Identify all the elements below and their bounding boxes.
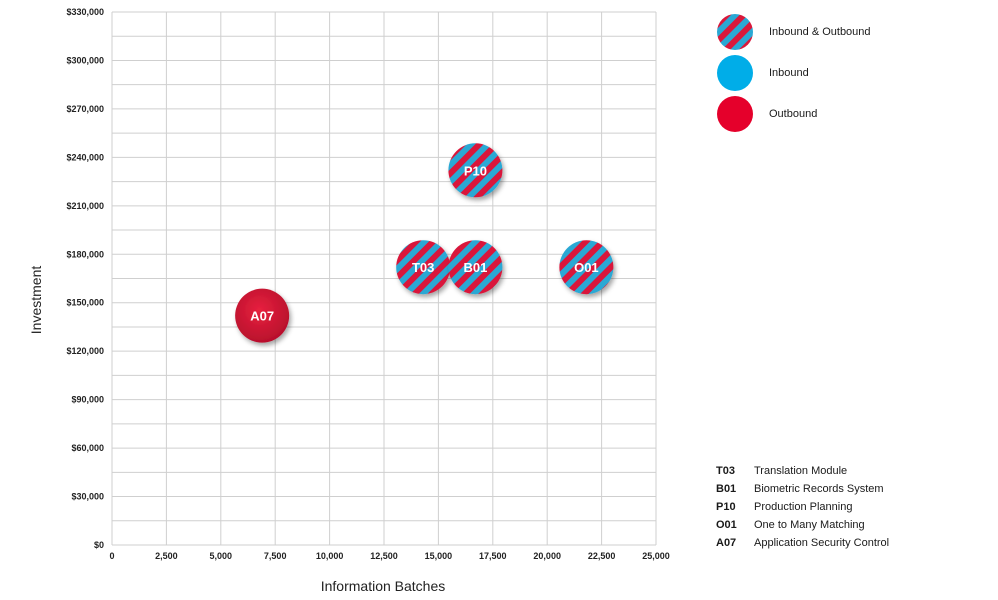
code-row: A07 Application Security Control [716,534,976,552]
bubble-label: O01 [574,260,599,275]
y-tick-label: $330,000 [66,7,104,17]
y-tick-label: $210,000 [66,201,104,211]
bubble-o01 [559,240,614,295]
x-tick-label: 17,500 [479,551,507,561]
blue-swatch-icon [717,54,753,91]
y-tick-label: $30,000 [71,492,104,502]
x-tick-label: 10,000 [316,551,344,561]
code-name: One to Many Matching [754,519,865,531]
bubble-label: T03 [412,260,434,275]
legend-label: Outbound [769,107,818,120]
y-tick-label: $0 [94,540,104,550]
legend: Inbound & Outbound Inbound Outbound [716,12,871,135]
y-tick-label: $180,000 [66,249,104,259]
y-tick-label: $240,000 [66,152,104,162]
code-key: T03 Translation Module B01 Biometric Rec… [716,462,976,552]
code-id: O01 [716,519,737,531]
x-tick-label: 15,000 [425,551,453,561]
striped-swatch-icon [717,13,753,50]
bubbles: P10 T03 B01 O01 A07 [235,143,614,343]
code-row: P10 Production Planning [716,498,976,516]
bubble-p10 [448,143,503,198]
bubble-label: B01 [463,260,487,275]
code-id: B01 [716,483,737,495]
code-row: O01 One to Many Matching [716,516,976,534]
code-id: A07 [716,537,737,549]
code-name: Application Security Control [754,537,890,549]
bubble-b01 [448,240,503,295]
code-row: B01 Biometric Records System [716,480,976,498]
red-swatch-icon [717,95,753,132]
bubble-t03 [396,240,451,295]
legend-label: Inbound & Outbound [769,25,871,38]
bubble-a07 [235,288,290,343]
y-tick-label: $60,000 [71,443,104,453]
bubble-label: P10 [464,163,487,178]
x-tick-label: 25,000 [642,551,670,561]
x-tick-label: 20,000 [533,551,561,561]
x-tick-label: 12,500 [370,551,398,561]
y-tick-label: $150,000 [66,298,104,308]
code-name: Production Planning [754,501,853,513]
legend-item-inbound: Inbound [716,53,871,92]
legend-label: Inbound [769,66,809,79]
axis-ticks: 0 2,500 5,000 7,500 10,000 12,500 15,000 17,500… [66,7,669,561]
code-name: Translation Module [754,465,848,477]
legend-item-inbound-outbound: Inbound & Outbound [716,12,871,51]
x-tick-label: 0 [109,551,114,561]
x-tick-label: 5,000 [210,551,233,561]
x-tick-label: 7,500 [264,551,287,561]
x-tick-label: 2,500 [155,551,178,561]
code-row: T03 Translation Module [716,462,976,480]
y-tick-label: $300,000 [66,55,104,65]
x-axis-title: Information Batches [321,578,446,594]
y-tick-label: $270,000 [66,104,104,114]
y-axis-title: Investment [28,266,44,335]
x-tick-label: 22,500 [588,551,616,561]
y-tick-label: $120,000 [66,346,104,356]
bubble-label: A07 [250,309,274,324]
code-id: T03 [716,465,735,477]
legend-item-outbound: Outbound [716,94,871,133]
code-id: P10 [716,501,736,513]
y-tick-label: $90,000 [71,395,104,405]
code-name: Biometric Records System [754,483,884,495]
